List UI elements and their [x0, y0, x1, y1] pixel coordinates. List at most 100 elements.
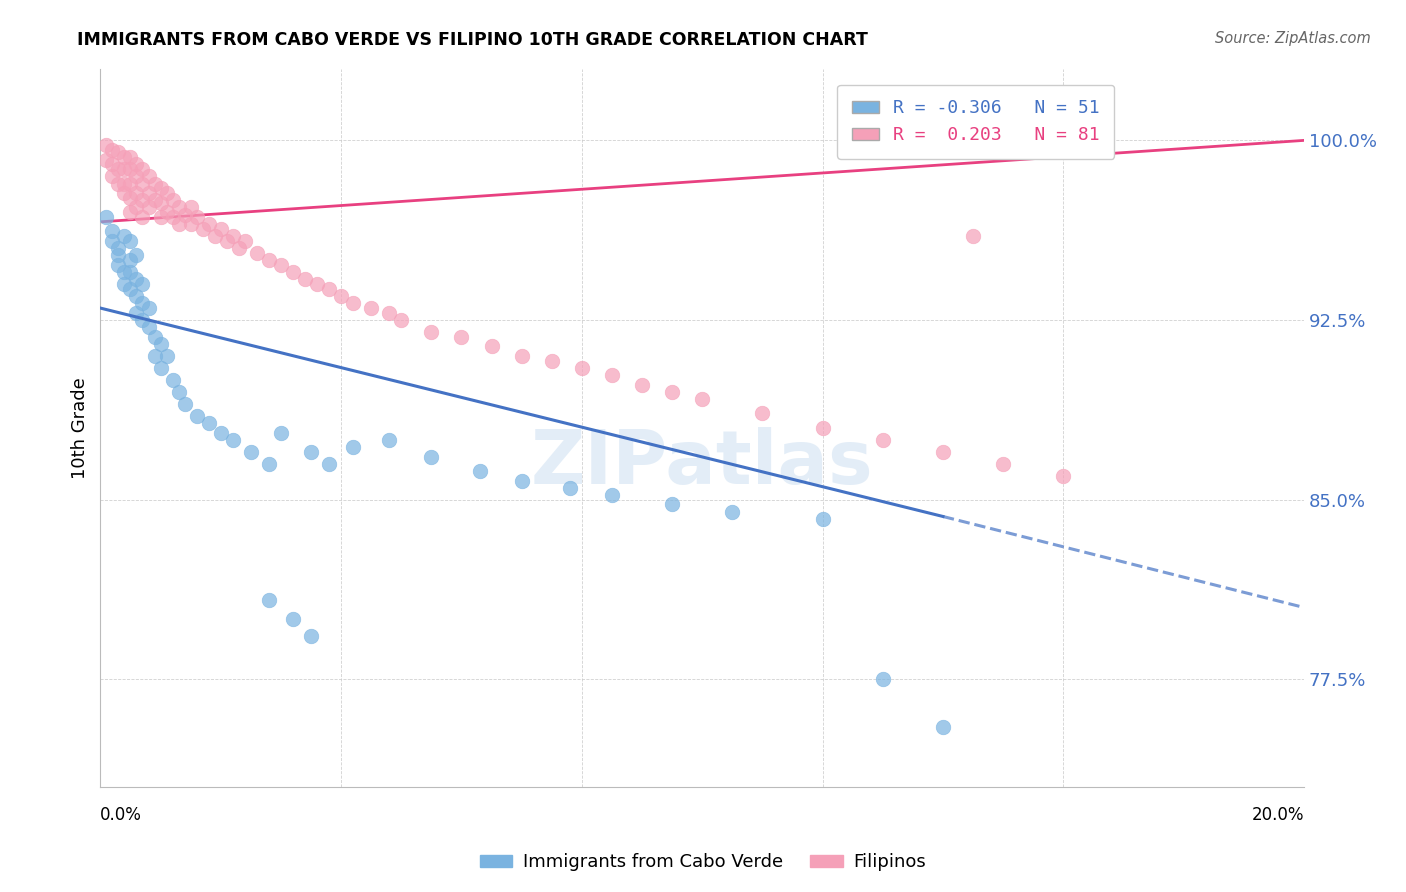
- Point: [120, 265, 142, 279]
- Point: [138, 169, 160, 184]
- Point: [131, 313, 153, 327]
- Point: [101, 157, 124, 171]
- Point: [233, 234, 256, 248]
- Point: [600, 488, 623, 502]
- Point: [811, 512, 834, 526]
- Point: [167, 201, 190, 215]
- Point: [222, 229, 245, 244]
- Point: [120, 150, 142, 164]
- Point: [167, 384, 190, 399]
- Point: [450, 330, 472, 344]
- Point: [112, 162, 135, 177]
- Point: [173, 397, 195, 411]
- Point: [420, 325, 443, 339]
- Point: [173, 208, 195, 222]
- Point: [962, 229, 984, 244]
- Point: [120, 205, 142, 219]
- Point: [155, 186, 177, 200]
- Point: [120, 191, 142, 205]
- Point: [155, 349, 177, 363]
- Point: [197, 416, 219, 430]
- Point: [162, 373, 184, 387]
- Point: [558, 481, 581, 495]
- Point: [101, 234, 124, 248]
- Point: [281, 612, 304, 626]
- Point: [131, 177, 153, 191]
- Point: [120, 177, 142, 191]
- Point: [661, 384, 683, 399]
- Point: [149, 195, 172, 210]
- Point: [155, 205, 177, 219]
- Point: [631, 377, 654, 392]
- Point: [811, 421, 834, 435]
- Point: [149, 210, 172, 224]
- Point: [112, 177, 135, 191]
- Point: [318, 282, 340, 296]
- Point: [107, 258, 129, 272]
- Point: [125, 157, 148, 171]
- Point: [143, 330, 166, 344]
- Point: [180, 201, 202, 215]
- Point: [101, 169, 124, 184]
- Point: [138, 201, 160, 215]
- Point: [1052, 468, 1074, 483]
- Point: [239, 444, 262, 458]
- Point: [162, 194, 184, 208]
- Point: [330, 289, 353, 303]
- Point: [125, 289, 148, 303]
- Point: [299, 444, 322, 458]
- Point: [209, 222, 232, 236]
- Point: [120, 282, 142, 296]
- Point: [120, 162, 142, 177]
- Point: [125, 201, 148, 215]
- Point: [112, 229, 135, 244]
- Point: [420, 450, 443, 464]
- Text: 0.0%: 0.0%: [100, 806, 142, 824]
- Point: [661, 498, 683, 512]
- Point: [143, 349, 166, 363]
- Point: [540, 353, 562, 368]
- Point: [222, 433, 245, 447]
- Point: [96, 210, 118, 224]
- Point: [215, 234, 238, 248]
- Point: [112, 150, 135, 164]
- Point: [125, 248, 148, 262]
- Point: [378, 433, 401, 447]
- Point: [125, 186, 148, 200]
- Point: [294, 272, 316, 286]
- Point: [389, 313, 412, 327]
- Point: [197, 217, 219, 231]
- Point: [257, 253, 280, 268]
- Point: [751, 407, 773, 421]
- Point: [120, 253, 142, 268]
- Point: [257, 593, 280, 607]
- Point: [125, 306, 148, 320]
- Point: [246, 246, 269, 260]
- Point: [143, 194, 166, 208]
- Point: [991, 457, 1014, 471]
- Text: Source: ZipAtlas.com: Source: ZipAtlas.com: [1215, 31, 1371, 46]
- Point: [112, 186, 135, 200]
- Point: [131, 194, 153, 208]
- Point: [120, 234, 142, 248]
- Text: IMMIGRANTS FROM CABO VERDE VS FILIPINO 10TH GRADE CORRELATION CHART: IMMIGRANTS FROM CABO VERDE VS FILIPINO 1…: [77, 31, 869, 49]
- Point: [378, 306, 401, 320]
- Point: [101, 224, 124, 238]
- Point: [125, 272, 148, 286]
- Point: [186, 409, 208, 423]
- Point: [281, 265, 304, 279]
- Point: [721, 505, 744, 519]
- Point: [872, 673, 894, 687]
- Point: [481, 339, 503, 353]
- Point: [257, 457, 280, 471]
- Point: [131, 277, 153, 292]
- Point: [510, 474, 533, 488]
- Legend: Immigrants from Cabo Verde, Filipinos: Immigrants from Cabo Verde, Filipinos: [472, 847, 934, 879]
- Point: [107, 145, 129, 160]
- Point: [360, 301, 382, 315]
- Point: [149, 337, 172, 351]
- Point: [101, 143, 124, 157]
- Point: [149, 181, 172, 195]
- Point: [96, 153, 118, 167]
- Point: [571, 361, 593, 376]
